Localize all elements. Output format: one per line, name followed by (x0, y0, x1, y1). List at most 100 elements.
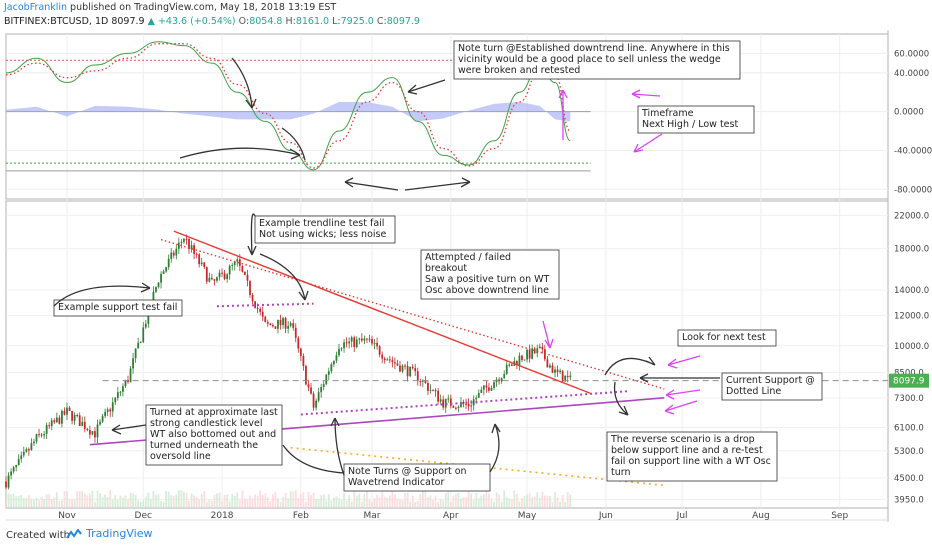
candle-body (279, 319, 282, 325)
volume-bar (373, 498, 376, 508)
candle-body (424, 380, 427, 383)
candle-body (368, 338, 371, 340)
pink-arrow-current-support (665, 389, 701, 400)
candle-body (218, 272, 221, 278)
candle-body (449, 398, 452, 406)
downtrend-line-solid (173, 230, 591, 395)
volume-bar (292, 491, 295, 508)
volume-bar (404, 492, 406, 508)
candle-body (335, 355, 338, 361)
brand-text: TradingView (86, 527, 153, 540)
axes: Nov Dec 2018 Feb Mar Apr May Jun Jul Aug Sep 60.000… (58, 49, 932, 521)
volume-bar (330, 500, 333, 508)
volume-bar (284, 492, 287, 508)
candle-body (292, 323, 295, 328)
volume-bar (503, 490, 506, 508)
volume-bar (424, 491, 427, 508)
candle-body (238, 259, 241, 267)
volume-bar (119, 495, 122, 508)
candle-body (15, 465, 18, 468)
volume-bar (493, 501, 495, 508)
tradingview-brand[interactable]: TradingView (66, 527, 152, 540)
volume-bar (53, 497, 56, 508)
volume-bar (12, 493, 15, 508)
volume-bar (353, 491, 356, 508)
candle-body (414, 368, 417, 372)
candle-body (259, 308, 262, 312)
volume-bar (343, 492, 345, 508)
candle-body (170, 252, 173, 259)
candle-body (81, 421, 84, 427)
volume-bar (261, 494, 264, 508)
volume-bar (460, 498, 462, 508)
candle-body (490, 387, 493, 391)
volume-bar (129, 492, 132, 508)
candle-body (340, 348, 343, 350)
volume-bar (238, 499, 241, 508)
candle-body (119, 391, 122, 393)
candle-body (61, 410, 63, 424)
volume-bar (210, 500, 213, 508)
arrow-current-support (639, 373, 720, 383)
candle-body (460, 401, 462, 407)
volume-bar (287, 498, 290, 508)
candle-body (175, 248, 178, 256)
volume-bar (378, 496, 381, 508)
candle-body (203, 262, 206, 268)
candle-body (521, 355, 523, 360)
candle-body (353, 337, 356, 348)
volume-bar (116, 499, 119, 508)
volume-bar (302, 492, 305, 508)
volume-bar (221, 500, 223, 508)
volume-bar (190, 493, 193, 508)
oscillator-pane (5, 41, 591, 172)
volume-bar (569, 494, 572, 508)
candle-body (261, 311, 264, 317)
volume-bar (104, 494, 107, 508)
volume-bar (99, 493, 101, 508)
volume-bar (20, 495, 23, 508)
price-y-tick-label: 7300.0 (894, 394, 924, 404)
volume-bar (218, 492, 221, 508)
volume-bar (228, 501, 231, 508)
volume-bar (5, 499, 7, 508)
candle-body (96, 424, 99, 438)
chart-area[interactable]: Nov Dec 2018 Feb Mar Apr May Jun Jul Aug Sep 60.000… (0, 30, 932, 522)
volume-bar (7, 492, 10, 508)
candle-body (391, 360, 394, 363)
candle-body (406, 366, 409, 377)
volume-bar (68, 499, 71, 508)
trendline-fail-note-text: Example trendline test fail (259, 218, 384, 229)
candle-body (396, 363, 399, 366)
volume-bar (216, 493, 218, 508)
volume-bar (274, 491, 277, 508)
downtrend-line-dotted (160, 238, 665, 390)
price-y-tick-label: 3950.0 (894, 495, 924, 505)
volume-bar (449, 501, 452, 508)
candle-body (330, 364, 333, 372)
candle-body (266, 322, 269, 324)
x-tick-label: Jul (676, 511, 688, 521)
author-link[interactable]: JacobFranklin (4, 2, 68, 13)
arrow-turned (111, 424, 147, 435)
volume-bar (22, 497, 25, 508)
candle-body (401, 365, 404, 372)
trendline-fail-note-box (254, 215, 396, 244)
volume-bar (500, 501, 503, 508)
symbol-label: BITFINEX:BTCUSD, 1D (4, 16, 109, 27)
candle-body (561, 370, 564, 382)
high-value: 8161.0 (295, 16, 330, 27)
high-label: H: (285, 16, 296, 27)
volume-bar (434, 495, 437, 508)
volume-bar (546, 495, 549, 508)
candle-body (432, 389, 434, 391)
candle-body (213, 279, 216, 281)
candle-body (134, 348, 137, 359)
volume-bar (162, 501, 165, 508)
candle-body (139, 341, 142, 343)
osc-note-text: were broken and retested (458, 65, 580, 76)
candle-body (193, 245, 195, 254)
candle-body (338, 348, 340, 356)
candle-body (152, 291, 155, 305)
pink-arrow-support-line (664, 400, 698, 415)
